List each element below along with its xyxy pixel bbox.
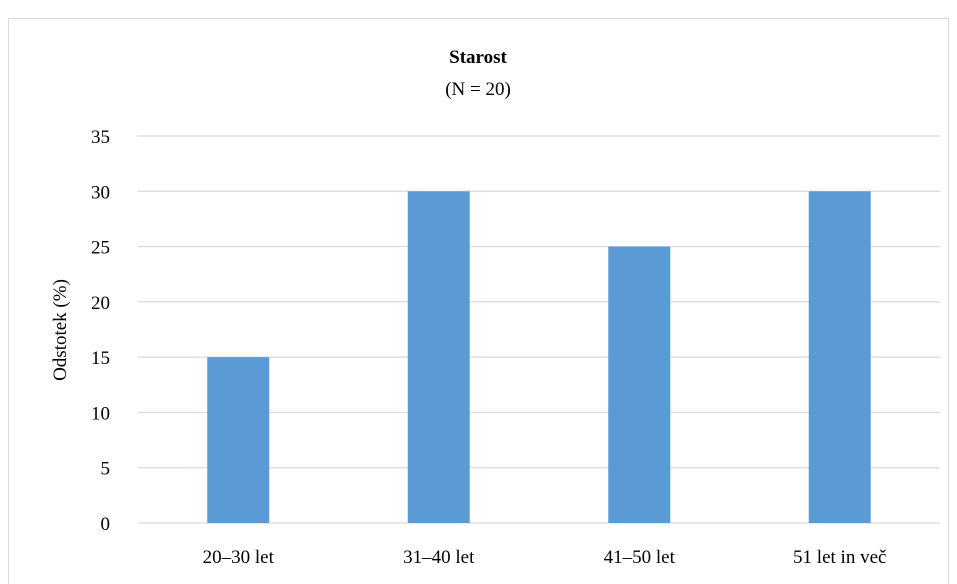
chart-subtitle: (N = 20) — [445, 79, 511, 100]
x-tick-label: 20–30 let — [203, 547, 275, 568]
y-axis-label: Odstotek (%) — [50, 279, 71, 381]
bar — [608, 246, 671, 524]
bars — [207, 191, 871, 524]
bar — [207, 357, 270, 523]
y-tick-label: 0 — [101, 514, 111, 535]
y-tick-label: 35 — [91, 127, 110, 148]
y-tick-labels: 0 5 10 15 20 25 30 35 — [91, 127, 110, 535]
y-tick-label: 25 — [91, 238, 110, 259]
x-tick-label: 41–50 let — [604, 547, 676, 568]
chart-frame — [8, 18, 949, 584]
y-tick-label: 30 — [91, 182, 110, 203]
y-tick-label: 5 — [101, 459, 111, 480]
x-tick-label: 31–40 let — [403, 547, 475, 568]
x-tick-labels: 20–30 let 31–40 let 41–50 let 51 let in več — [203, 547, 887, 568]
chart-title: Starost — [449, 47, 507, 68]
y-tick-label: 15 — [91, 348, 110, 369]
gridlines — [138, 135, 940, 524]
y-tick-label: 10 — [91, 403, 110, 424]
y-tick-label: 20 — [91, 293, 110, 314]
x-tick-label: 51 let in več — [793, 547, 886, 568]
bar — [808, 191, 871, 524]
bar — [407, 191, 470, 524]
